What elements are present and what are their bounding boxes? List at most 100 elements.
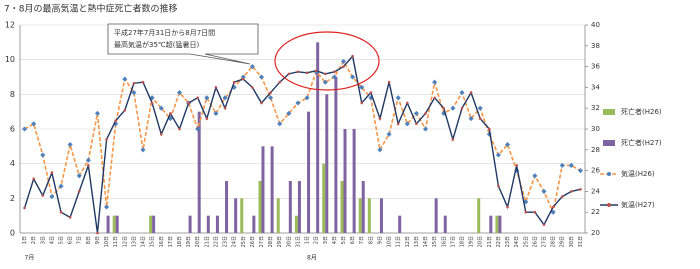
y2-tick-label: 38: [591, 42, 600, 50]
marker: [395, 95, 401, 101]
marker: [41, 194, 45, 197]
bar: [361, 181, 365, 233]
marker: [67, 142, 73, 148]
x-tick-label: 22日: [496, 236, 502, 247]
marker: [114, 119, 117, 122]
x-tick-label: 19日: [186, 236, 192, 247]
y2-tick-label: 20: [591, 229, 600, 237]
legend-label: 死亡者(H27): [621, 138, 662, 147]
marker: [251, 86, 254, 89]
x-tick-label: 2日: [314, 236, 320, 244]
marker: [178, 127, 181, 131]
bar: [270, 146, 274, 233]
marker: [140, 147, 146, 153]
x-tick-label: 8日: [86, 236, 92, 244]
marker: [131, 90, 137, 96]
bar: [106, 215, 110, 233]
marker: [205, 117, 209, 120]
x-tick-label: 11日: [113, 236, 119, 247]
y2-tick-label: 36: [591, 63, 600, 71]
marker: [158, 105, 164, 111]
bar: [276, 198, 280, 233]
bar: [316, 42, 320, 234]
x-tick-label: 23日: [223, 236, 229, 247]
x-tick-label: 14日: [423, 236, 429, 247]
marker: [169, 112, 172, 115]
marker: [105, 138, 108, 141]
bar: [398, 215, 402, 233]
marker: [196, 96, 200, 100]
marker: [277, 121, 283, 127]
marker: [478, 117, 482, 120]
x-tick-label: 27日: [259, 236, 265, 247]
marker: [195, 126, 201, 132]
marker: [77, 190, 81, 193]
x-tick-label: 25日: [523, 236, 529, 247]
x-tick-label: 5日: [341, 236, 347, 244]
marker: [424, 112, 427, 115]
x-tick-label: 6日: [350, 236, 356, 244]
marker: [87, 164, 90, 167]
y-tick-label: 8: [10, 90, 15, 99]
x-tick-label: 7日: [359, 236, 365, 244]
bar: [297, 181, 301, 233]
bar: [215, 215, 219, 233]
marker: [488, 127, 491, 131]
bar: [294, 215, 298, 233]
x-tick-label: 11日: [396, 236, 402, 247]
line: [23, 54, 581, 234]
bar: [188, 215, 192, 233]
line: [24, 59, 581, 215]
x-tick-label: 9日: [377, 236, 383, 244]
y-tick-label: 4: [10, 159, 15, 168]
marker: [396, 122, 400, 126]
legend-marker: [607, 203, 611, 207]
marker: [50, 171, 54, 174]
marker: [415, 122, 418, 126]
x-tick-label: 17日: [450, 236, 456, 247]
y2-tick-label: 32: [591, 104, 600, 112]
marker: [68, 216, 72, 219]
annotation: 最高気温が35℃超(猛暑日): [114, 40, 199, 49]
x-tick-label: 1日: [22, 236, 28, 244]
marker: [76, 173, 82, 179]
marker: [533, 210, 537, 214]
marker: [23, 206, 26, 210]
marker: [323, 72, 327, 76]
marker: [515, 164, 518, 167]
x-tick-label: 28日: [551, 236, 557, 247]
x-tick-label: 30日: [286, 236, 292, 247]
marker: [123, 108, 127, 112]
marker: [386, 131, 392, 137]
bar: [379, 198, 383, 233]
y2-tick-label: 28: [591, 146, 600, 154]
marker: [351, 54, 354, 58]
marker: [85, 157, 91, 163]
x-tick-label: 21日: [204, 236, 210, 247]
bar: [489, 215, 493, 233]
highlight: [274, 31, 380, 91]
legend-label: 気温(H26): [621, 169, 655, 178]
x-tick-label: 15日: [432, 236, 438, 247]
x-tick-label: 22日: [213, 236, 219, 247]
marker: [504, 142, 511, 148]
marker: [559, 162, 565, 168]
marker: [59, 210, 63, 214]
marker: [551, 205, 555, 209]
marker: [387, 80, 391, 84]
x-tick-label: 16日: [159, 236, 165, 247]
y2-tick-label: 22: [591, 208, 600, 216]
legend-label: 気温(H27): [621, 200, 655, 209]
marker: [232, 80, 236, 84]
x-tick-label: 10日: [387, 236, 393, 247]
marker: [532, 173, 538, 179]
y2-tick-label: 34: [591, 83, 600, 91]
marker: [468, 116, 474, 122]
y2-tick-label: 30: [591, 125, 600, 133]
bar: [495, 215, 499, 233]
legend-swatch: [603, 140, 615, 146]
bar: [325, 94, 329, 233]
x-tick-label: 4日: [332, 236, 338, 244]
x-tick-label: 25日: [241, 236, 247, 247]
marker: [405, 101, 409, 105]
